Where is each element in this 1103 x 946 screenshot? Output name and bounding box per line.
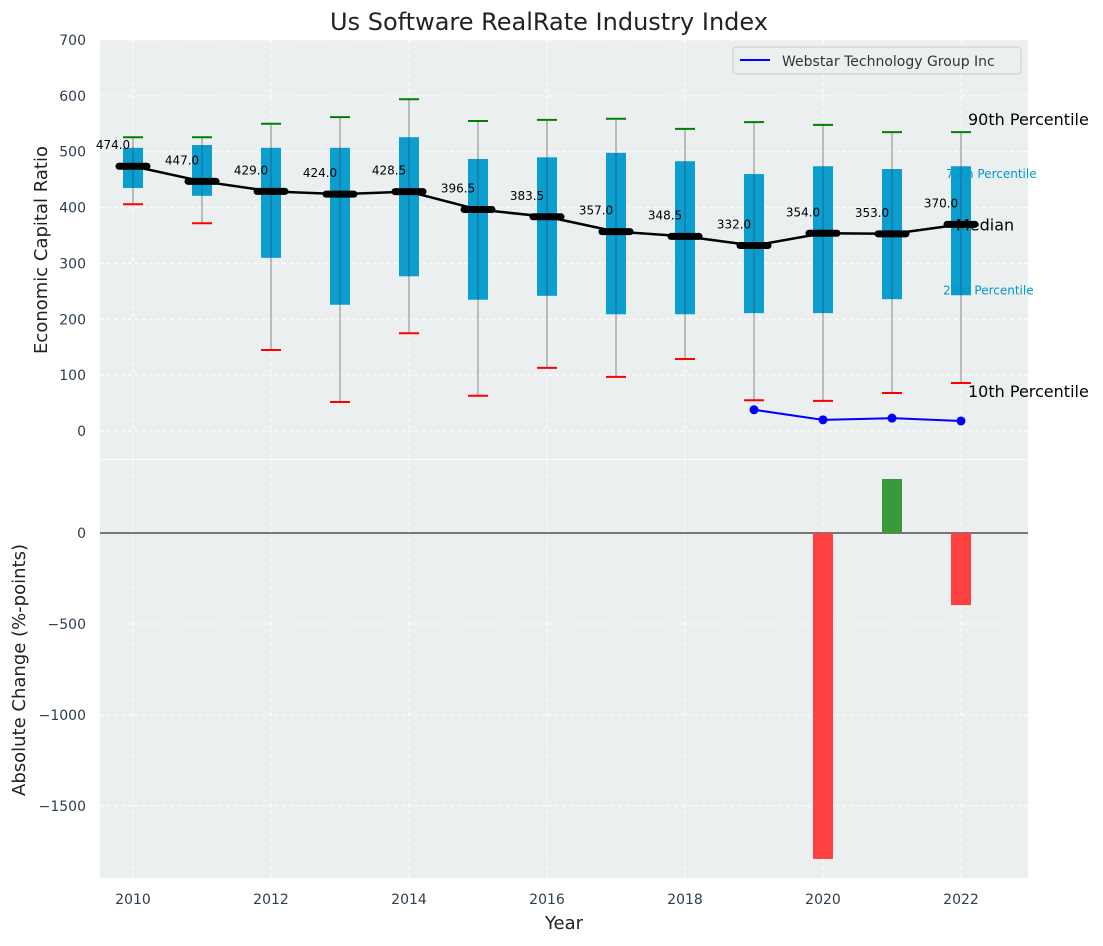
x-tick-label: 2010 bbox=[115, 892, 151, 908]
median-label: 354.0 bbox=[786, 205, 820, 219]
top-y-tick-label: 300 bbox=[59, 256, 86, 272]
bottom-y-tick-label: 0 bbox=[77, 526, 86, 542]
bottom-y-tick-label: −1000 bbox=[39, 708, 86, 724]
change-bar bbox=[951, 533, 971, 606]
median-label: 396.5 bbox=[441, 182, 475, 196]
median-label: 383.5 bbox=[510, 189, 544, 203]
top-y-tick-label: 600 bbox=[59, 89, 86, 105]
legend-box bbox=[732, 46, 1022, 75]
x-tick-label: 2020 bbox=[805, 892, 841, 908]
legend-label: Webstar Technology Group Inc bbox=[782, 54, 995, 70]
top-plot-area bbox=[100, 40, 1028, 459]
median-label: 348.5 bbox=[648, 208, 682, 222]
median-label: 474.0 bbox=[96, 138, 130, 152]
annotation-10th: 10th Percentile bbox=[968, 382, 1089, 401]
bottom-y-axis-label: Absolute Change (%-points) bbox=[9, 544, 30, 796]
x-tick-label: 2016 bbox=[529, 892, 565, 908]
median-label: 428.5 bbox=[372, 164, 406, 178]
company-series-line bbox=[753, 408, 962, 422]
top-y-tick-label: 400 bbox=[59, 201, 86, 217]
company-series-point bbox=[956, 416, 966, 426]
top-y-tick-label: 100 bbox=[59, 368, 86, 384]
top-y-tick-label: 700 bbox=[59, 33, 86, 49]
top-y-tick-label: 200 bbox=[59, 312, 86, 328]
median-label: 429.0 bbox=[234, 163, 268, 177]
annotation-90th: 90th Percentile bbox=[968, 110, 1089, 129]
company-series-point bbox=[887, 413, 897, 423]
annotation-median: Median bbox=[956, 215, 1014, 234]
company-series-point bbox=[818, 415, 828, 425]
top-y-tick-label: 0 bbox=[77, 424, 86, 440]
bottom-y-tick-label: −500 bbox=[48, 617, 86, 633]
x-tick-label: 2018 bbox=[667, 892, 703, 908]
change-bar bbox=[813, 533, 833, 859]
median-label: 332.0 bbox=[717, 218, 751, 232]
top-y-tick-label: 500 bbox=[59, 145, 86, 161]
change-bar bbox=[882, 478, 902, 533]
top-y-axis-label: Economic Capital Ratio bbox=[31, 146, 52, 354]
legend: Webstar Technology Group Inc bbox=[732, 46, 1022, 75]
bottom-y-tick-label: −1500 bbox=[39, 799, 86, 815]
median-label: 447.0 bbox=[165, 153, 199, 167]
chart-title: Us Software RealRate Industry Index bbox=[330, 8, 768, 36]
median-label: 353.0 bbox=[855, 206, 889, 220]
median-label: 357.0 bbox=[579, 204, 613, 218]
x-axis-label: Year bbox=[544, 913, 584, 934]
median-label: 424.0 bbox=[303, 166, 337, 180]
x-tick-label: 2012 bbox=[253, 892, 289, 908]
company-series-point bbox=[749, 405, 759, 415]
x-tick-label: 2014 bbox=[391, 892, 427, 908]
x-tick-label: 2022 bbox=[943, 892, 979, 908]
bottom-plot-area bbox=[100, 460, 1028, 878]
median-label: 370.0 bbox=[924, 196, 958, 210]
